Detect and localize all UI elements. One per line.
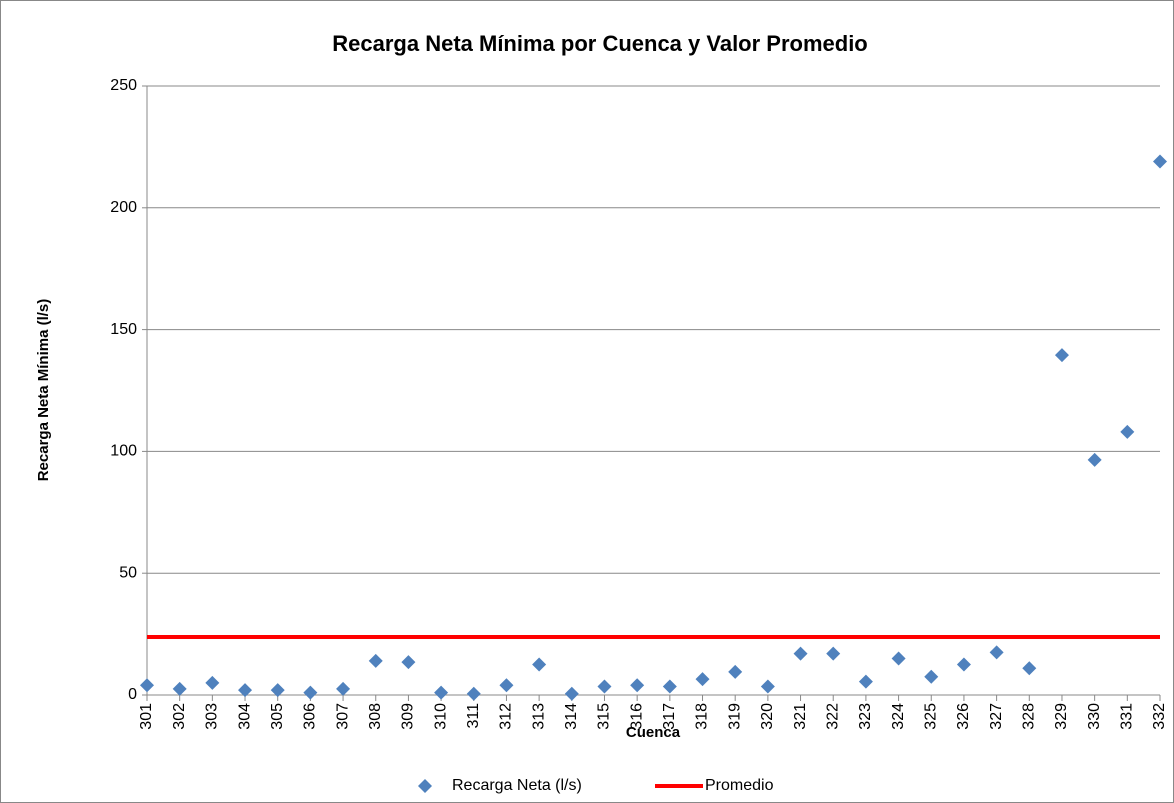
legend-label: Recarga Neta (l/s)	[452, 777, 582, 794]
point	[989, 645, 1004, 660]
x-tick-label: 303	[204, 703, 221, 730]
point	[303, 685, 318, 700]
x-tick-label: 313	[530, 703, 547, 730]
x-tick-label: 328	[1021, 703, 1038, 730]
point	[466, 686, 481, 701]
x-tick-label: 314	[563, 703, 580, 730]
x-tick-label: 302	[171, 703, 188, 730]
y-tick-label: 0	[128, 686, 137, 703]
point	[630, 678, 645, 693]
point	[499, 678, 514, 693]
x-tick-label: 332	[1151, 703, 1168, 730]
x-tick-label: 311	[465, 703, 482, 729]
x-tick-label: 305	[269, 703, 286, 730]
x-tick-label: 331	[1119, 703, 1136, 730]
point	[1022, 661, 1037, 676]
point	[1153, 154, 1167, 169]
point	[597, 679, 612, 694]
point	[368, 653, 383, 668]
x-tick-label: 329	[1053, 703, 1070, 730]
x-tick-label: 307	[334, 703, 351, 730]
x-tick-label: 326	[955, 703, 972, 730]
chart-title: Recarga Neta Mínima por Cuenca y Valor P…	[332, 31, 868, 56]
x-tick-label: 301	[138, 703, 155, 730]
point	[793, 646, 808, 661]
y-tick-label: 50	[119, 564, 137, 581]
point	[401, 655, 416, 670]
x-tick-label: 319	[726, 703, 743, 730]
point	[858, 674, 873, 689]
point	[532, 657, 547, 672]
x-tick-label: 320	[759, 703, 776, 730]
point	[434, 685, 449, 700]
point	[760, 679, 775, 694]
legend-marker	[418, 779, 432, 793]
x-tick-label: 310	[432, 703, 449, 730]
x-tick-label: 315	[596, 703, 613, 730]
x-tick-label: 321	[792, 703, 809, 730]
point	[1087, 452, 1102, 467]
point	[205, 675, 220, 690]
point	[1120, 424, 1135, 439]
x-tick-label: 324	[890, 703, 907, 730]
x-axis-title: Cuenca	[626, 724, 681, 741]
x-tick-label: 327	[988, 703, 1005, 730]
legend-label: Promedio	[705, 777, 774, 794]
point	[172, 681, 187, 696]
point	[924, 669, 939, 684]
x-tick-label: 318	[694, 703, 711, 730]
x-tick-label: 317	[661, 703, 678, 730]
point	[826, 646, 841, 661]
point	[1054, 348, 1069, 363]
point	[270, 683, 285, 698]
x-tick-label: 323	[857, 703, 874, 730]
y-tick-label: 200	[110, 199, 137, 216]
point	[956, 657, 971, 672]
x-tick-label: 322	[824, 703, 841, 730]
x-tick-label: 312	[498, 703, 515, 730]
point	[728, 664, 743, 679]
x-tick-label: 306	[302, 703, 319, 730]
y-tick-label: 150	[110, 321, 137, 338]
x-tick-label: 309	[400, 703, 417, 730]
point	[238, 683, 253, 698]
point	[695, 672, 710, 687]
point	[662, 679, 677, 694]
x-tick-label: 316	[628, 703, 645, 730]
point	[336, 681, 351, 696]
x-tick-label: 304	[236, 703, 253, 730]
y-tick-label: 250	[110, 77, 137, 94]
point	[140, 678, 154, 693]
x-tick-label: 325	[922, 703, 939, 730]
x-tick-label: 330	[1086, 703, 1103, 730]
point	[891, 651, 906, 666]
x-tick-label: 308	[367, 703, 384, 730]
point	[564, 686, 579, 701]
y-tick-label: 100	[110, 443, 137, 460]
y-axis-title: Recarga Neta Mínima (l/s)	[35, 299, 52, 482]
